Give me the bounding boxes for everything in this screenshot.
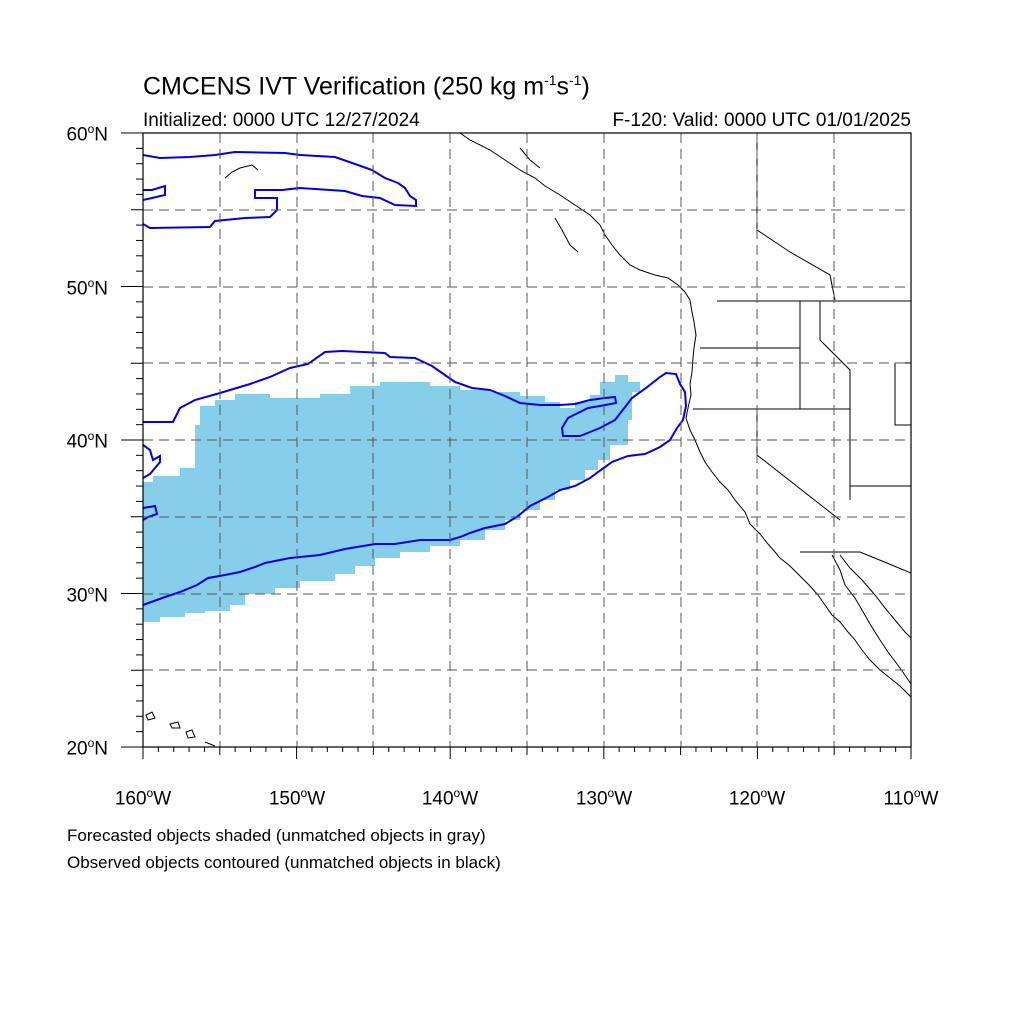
observed-object-north-west: [143, 184, 166, 201]
lon-label-130w: 130oW: [575, 786, 633, 810]
lon-label-120w: 120oW: [728, 786, 786, 810]
map-title: CMCENS IVT Verification (250 kg m-1s-1): [143, 72, 590, 101]
lat-label-20: 20oN: [66, 736, 108, 760]
observed-object-west: [143, 444, 161, 479]
lat-label-40: 40oN: [66, 429, 108, 453]
lon-label-150w: 150oW: [268, 786, 326, 810]
forecast-object: [143, 375, 640, 622]
lat-label-30: 30oN: [66, 583, 108, 607]
lat-label-50: 50oN: [66, 276, 108, 300]
observed-object-southwest: [143, 504, 159, 521]
observed-object-main: [143, 349, 688, 606]
coastline-north-america: [459, 133, 911, 698]
init-time-label: Initialized: 0000 UTC 12/27/2024: [143, 110, 420, 131]
note-forecast: Forecasted objects shaded (unmatched obj…: [67, 826, 486, 845]
lon-label-140w: 140oW: [421, 786, 479, 810]
note-observed: Observed objects contoured (unmatched ob…: [67, 853, 501, 872]
axis-ticks: [121, 132, 912, 759]
graticule: [143, 133, 911, 747]
lon-label-110w: 110oW: [883, 786, 939, 810]
valid-time-label: F-120: Valid: 0000 UTC 01/01/2025: [612, 110, 911, 131]
coastline-gulf: [839, 554, 911, 639]
observed-object-north: [143, 150, 417, 230]
lat-label-60: 60oN: [66, 122, 108, 146]
coastline-baja: [831, 554, 911, 685]
observed-contours: [143, 150, 688, 606]
coastline-alaska-islands: [224, 147, 579, 253]
state-borders: [693, 133, 911, 574]
hawaii-islands: [145, 711, 216, 747]
lon-label-160w: 160oW: [114, 786, 172, 810]
